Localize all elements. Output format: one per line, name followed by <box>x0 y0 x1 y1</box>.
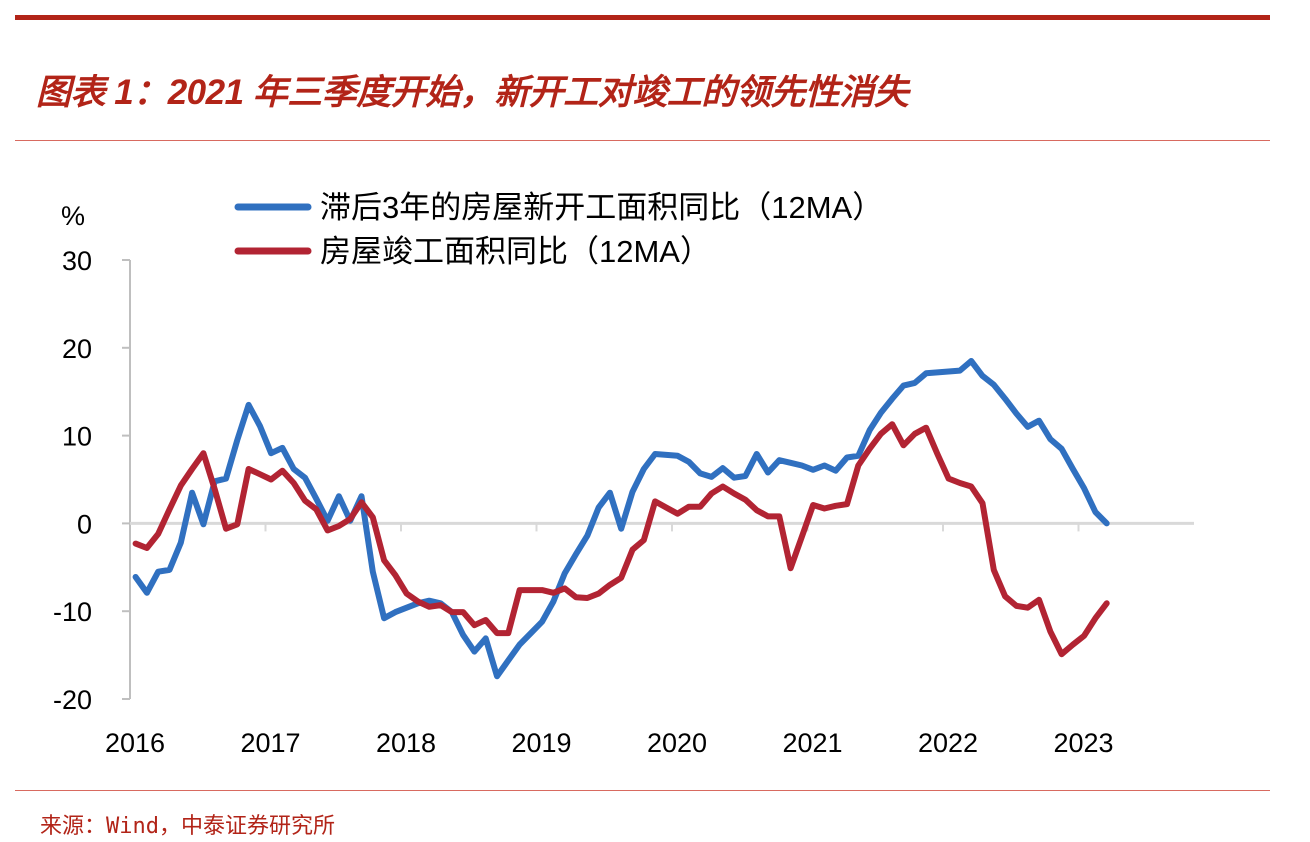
top-rule <box>15 15 1270 20</box>
chart-title: 图表 1：2021 年三季度开始，新开工对竣工的领先性消失 <box>36 73 909 112</box>
y-tick-label: -20 <box>53 685 92 715</box>
x-tick-label: 2023 <box>1053 728 1113 758</box>
x-tick-label: 2019 <box>511 728 571 758</box>
y-tick-label: 20 <box>62 334 92 364</box>
footer-divider <box>15 790 1270 791</box>
series-line-starts <box>132 358 1110 680</box>
y-tick-label: 0 <box>77 509 92 539</box>
legend-label-completions: 房屋竣工面积同比（12MA） <box>320 234 711 269</box>
x-tick-label: 2016 <box>105 728 165 758</box>
x-tick-label: 2020 <box>647 728 707 758</box>
y-tick-label: 10 <box>62 422 92 452</box>
series-line-completions <box>132 421 1110 658</box>
x-tick-label: 2021 <box>782 728 842 758</box>
legend: 滞后3年的房屋新开工面积同比（12MA） 房屋竣工面积同比（12MA） <box>234 190 883 269</box>
title-divider <box>15 140 1270 141</box>
legend-label-starts: 滞后3年的房屋新开工面积同比（12MA） <box>320 190 883 225</box>
source-note: 来源：Wind，中泰证券研究所 <box>40 814 335 839</box>
y-unit-label: % <box>61 201 85 231</box>
x-tick-label: 2018 <box>376 728 436 758</box>
x-tick-label: 2022 <box>918 728 978 758</box>
x-tick-label: 2017 <box>240 728 300 758</box>
line-chart: % -20 -10 0 10 20 30 2016 2017 2018 2019 2020 2021 2… <box>53 190 1194 758</box>
y-tick-label: -10 <box>53 597 92 627</box>
y-tick-label: 30 <box>62 246 92 276</box>
